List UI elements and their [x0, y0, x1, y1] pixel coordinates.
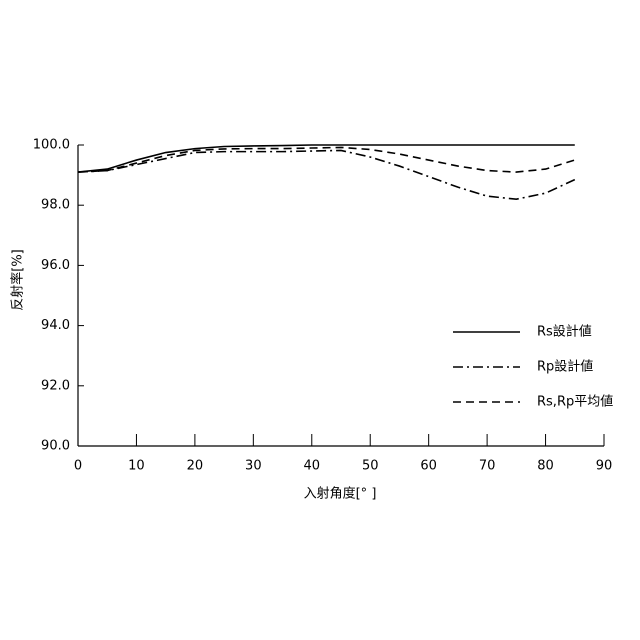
x-tick-label: 20	[187, 459, 204, 474]
x-tick-label: 30	[245, 459, 262, 474]
series-line	[78, 145, 575, 172]
legend-label: Rp設計値	[537, 359, 593, 375]
legend-label: Rs,Rp平均値	[537, 394, 613, 410]
y-tick-label: 94.0	[41, 318, 70, 333]
x-tick-label: 0	[74, 459, 82, 474]
y-tick-label: 98.0	[41, 198, 70, 213]
y-tick-label: 96.0	[41, 258, 70, 273]
x-axis-label: 入射角度[° ]	[304, 486, 377, 502]
x-tick-label: 80	[537, 459, 554, 474]
y-tick-label: 90.0	[41, 439, 70, 454]
x-tick-label: 10	[128, 459, 145, 474]
series-line	[78, 147, 575, 172]
series-line	[78, 150, 575, 199]
x-tick-label: 40	[304, 459, 321, 474]
chart: 入射角度[° ] 反射率[%] 90.0 92.0 94.0 96.0 98.0 100.…	[0, 0, 640, 640]
x-tick-label: 70	[479, 459, 496, 474]
y-axis-label: 反射率[%]	[10, 249, 26, 311]
x-tick-label: 90	[596, 459, 613, 474]
legend-label: Rs設計値	[537, 324, 592, 340]
y-tick-label: 92.0	[41, 378, 70, 393]
x-tick-label: 60	[420, 459, 437, 474]
x-tick-label: 50	[362, 459, 379, 474]
y-tick-label: 100.0	[33, 138, 70, 153]
